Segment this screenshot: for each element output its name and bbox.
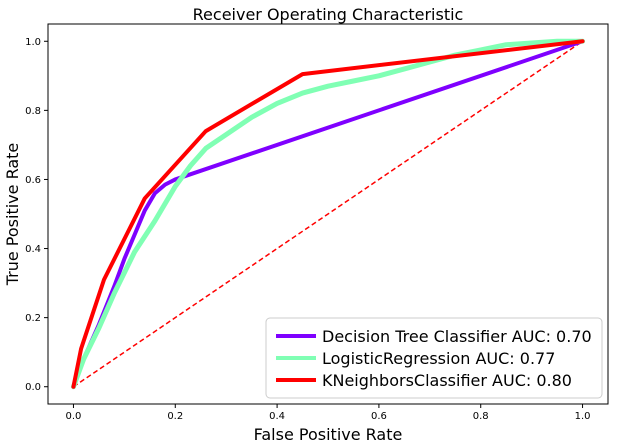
legend-box — [265, 317, 603, 399]
x-axis-label: False Positive Rate — [254, 425, 403, 444]
x-axis-ticks: 0.0 0.2 0.4 0.6 0.8 1.0 — [66, 404, 591, 422]
x-tick-label: 0.4 — [269, 411, 285, 422]
legend: Decision Tree Classifier AUC: 0.70 Logist… — [265, 317, 603, 399]
y-tick-label: 0.6 — [25, 175, 41, 186]
y-tick-label: 0.8 — [25, 106, 41, 117]
series-line-3 — [71, 39, 585, 389]
y-tick-label: 0.2 — [25, 313, 41, 324]
x-tick-label: 0.0 — [66, 411, 82, 422]
y-tick-label: 1.0 — [25, 37, 41, 48]
series-line-2 — [70, 38, 586, 390]
reference-diagonal-line — [73, 40, 583, 388]
x-tick-label: 0.6 — [371, 411, 387, 422]
legend-entry-label: KNeighborsClassifier AUC: 0.80 — [322, 371, 572, 390]
chart-title: Receiver Operating Characteristic — [193, 5, 464, 24]
legend-entry-label: Decision Tree Classifier AUC: 0.70 — [322, 327, 592, 346]
y-axis-label: True Positive Rate — [3, 143, 22, 287]
y-tick-label: 0.4 — [25, 244, 41, 255]
x-tick-label: 0.8 — [473, 411, 489, 422]
legend-entry-label: LogisticRegression AUC: 0.77 — [322, 349, 555, 368]
series-lines — [70, 38, 586, 390]
x-tick-label: 1.0 — [575, 411, 591, 422]
y-axis-ticks: 0.0 0.2 0.4 0.6 0.8 1.0 — [25, 37, 48, 393]
y-tick-label: 0.0 — [25, 382, 41, 393]
x-tick-label: 0.2 — [167, 411, 183, 422]
